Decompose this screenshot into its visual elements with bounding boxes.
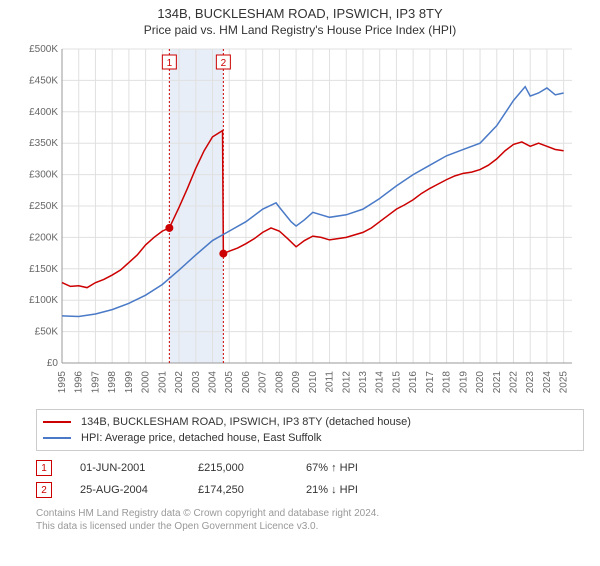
- footer-attribution: Contains HM Land Registry data © Crown c…: [36, 507, 584, 533]
- tx-date: 01-JUN-2001: [80, 462, 170, 474]
- svg-text:£400K: £400K: [29, 107, 58, 118]
- svg-text:1999: 1999: [124, 371, 135, 394]
- table-row: 2 25-AUG-2004 £174,250 21% ↓ HPI: [36, 479, 584, 501]
- line-chart: £0 £50K £100K £150K £200K £250K £300K £350K £400…: [20, 43, 580, 403]
- svg-text:£500K: £500K: [29, 44, 58, 55]
- legend-label: 134B, BUCKLESHAM ROAD, IPSWICH, IP3 8TY …: [81, 416, 411, 428]
- svg-text:2009: 2009: [291, 371, 302, 394]
- chart-region: £0 £50K £100K £150K £200K £250K £300K £350K £400…: [20, 43, 580, 403]
- svg-text:1: 1: [167, 58, 173, 69]
- tx-price: £174,250: [198, 484, 278, 496]
- svg-text:2022: 2022: [508, 371, 519, 394]
- legend-swatch: [43, 437, 71, 439]
- svg-text:£350K: £350K: [29, 138, 58, 149]
- svg-text:2025: 2025: [559, 371, 570, 394]
- footer-line: Contains HM Land Registry data © Crown c…: [36, 508, 379, 519]
- footer-line: This data is licensed under the Open Gov…: [36, 521, 318, 532]
- tx-delta: 67% ↑ HPI: [306, 462, 358, 474]
- svg-text:2007: 2007: [258, 371, 269, 394]
- svg-text:2012: 2012: [341, 371, 352, 394]
- svg-text:2011: 2011: [325, 371, 336, 393]
- transaction-table: 1 01-JUN-2001 £215,000 67% ↑ HPI 2 25-AU…: [36, 457, 584, 501]
- svg-text:2023: 2023: [525, 371, 536, 394]
- svg-text:2021: 2021: [492, 371, 503, 394]
- tx-date: 25-AUG-2004: [80, 484, 170, 496]
- svg-text:£100K: £100K: [29, 295, 58, 306]
- svg-text:2018: 2018: [442, 371, 453, 394]
- svg-text:2014: 2014: [375, 371, 386, 394]
- tx-price: £215,000: [198, 462, 278, 474]
- svg-text:2019: 2019: [458, 371, 469, 394]
- page-subtitle: Price paid vs. HM Land Registry's House …: [0, 23, 600, 37]
- svg-text:£200K: £200K: [29, 232, 58, 243]
- svg-text:2004: 2004: [207, 371, 218, 394]
- legend-item: 134B, BUCKLESHAM ROAD, IPSWICH, IP3 8TY …: [43, 414, 577, 430]
- svg-text:2010: 2010: [308, 371, 319, 394]
- svg-text:£0: £0: [47, 358, 59, 369]
- marker-box-icon: 2: [36, 482, 52, 498]
- svg-text:2003: 2003: [191, 371, 202, 394]
- svg-text:2: 2: [221, 58, 227, 69]
- svg-text:2024: 2024: [542, 371, 553, 394]
- svg-text:2000: 2000: [141, 371, 152, 394]
- svg-text:1995: 1995: [57, 371, 68, 394]
- svg-text:2017: 2017: [425, 371, 436, 394]
- svg-text:2008: 2008: [274, 371, 285, 394]
- svg-text:£50K: £50K: [35, 327, 59, 338]
- marker-box-icon: 1: [36, 460, 52, 476]
- table-row: 1 01-JUN-2001 £215,000 67% ↑ HPI: [36, 457, 584, 479]
- svg-text:£150K: £150K: [29, 264, 58, 275]
- svg-text:2015: 2015: [391, 371, 402, 394]
- legend-item: HPI: Average price, detached house, East…: [43, 430, 577, 446]
- svg-text:£300K: £300K: [29, 170, 58, 181]
- legend: 134B, BUCKLESHAM ROAD, IPSWICH, IP3 8TY …: [36, 409, 584, 451]
- legend-swatch: [43, 421, 71, 423]
- svg-text:2005: 2005: [224, 371, 235, 394]
- svg-text:£450K: £450K: [29, 75, 58, 86]
- svg-text:2001: 2001: [157, 371, 168, 394]
- svg-text:2006: 2006: [241, 371, 252, 394]
- tx-delta: 21% ↓ HPI: [306, 484, 358, 496]
- svg-text:1997: 1997: [90, 371, 101, 394]
- page-title: 134B, BUCKLESHAM ROAD, IPSWICH, IP3 8TY: [0, 6, 600, 21]
- svg-text:£250K: £250K: [29, 201, 58, 212]
- svg-text:2020: 2020: [475, 371, 486, 394]
- legend-label: HPI: Average price, detached house, East…: [81, 432, 322, 444]
- svg-text:2016: 2016: [408, 371, 419, 394]
- svg-text:1998: 1998: [107, 371, 118, 394]
- svg-text:1996: 1996: [74, 371, 85, 394]
- svg-text:2002: 2002: [174, 371, 185, 394]
- svg-text:2013: 2013: [358, 371, 369, 394]
